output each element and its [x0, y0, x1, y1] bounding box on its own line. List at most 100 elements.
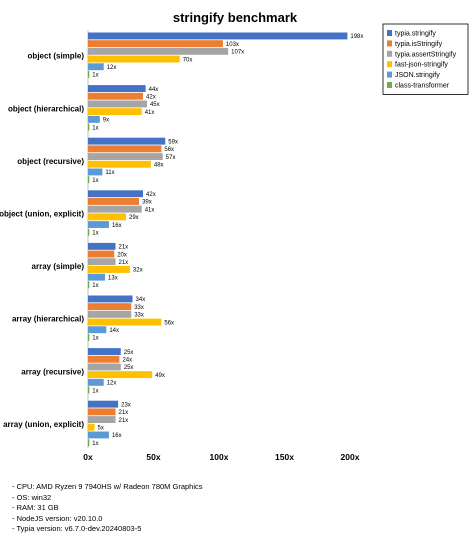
- bar-fast-json-stringify-object-simple: [88, 55, 180, 63]
- data-label: 42x: [146, 95, 156, 101]
- legend-label-class-transformer: class-transformer: [395, 83, 450, 90]
- legend-swatch-json-stringify: [387, 71, 392, 78]
- bar-typia-stringify-array-simple: [88, 242, 116, 250]
- x-tick-label: 100x: [210, 452, 229, 462]
- legend-label-typia-assertstringify: typia.assertStringify: [395, 51, 457, 58]
- x-tick-label: 200x: [341, 452, 360, 462]
- data-label: 1x: [92, 441, 98, 447]
- axis: 0x 50x 100x 150x 200x object (simple) object (…: [0, 30, 360, 462]
- bar-typia-isstringify-object-simple: [88, 40, 223, 48]
- bar-json-stringify-array-hierarchical: [88, 326, 107, 334]
- bar-fast-json-stringify-array-simple: [88, 266, 130, 273]
- bar-typia-assertstringify-array-union-explicit: [88, 416, 116, 423]
- bar-class-transformer-object-recursive: [88, 176, 90, 184]
- bar-class-transformer-array-recursive: [88, 386, 90, 394]
- bar-fast-json-stringify-object-recursive: [88, 160, 151, 168]
- bar-typia-assertstringify-object-simple: [88, 47, 229, 55]
- legend-label-typia-isstringify: typia.isStringify: [395, 41, 443, 48]
- bar-typia-isstringify-array-simple: [88, 250, 115, 258]
- bar-typia-stringify-array-hierarchical: [88, 295, 133, 303]
- category-label-object-simple: object (simple): [28, 52, 85, 61]
- data-label: 34x: [136, 297, 146, 303]
- bar-json-stringify-object-hierarchical: [88, 115, 100, 123]
- legend-box: [382, 23, 469, 95]
- data-label: 39x: [142, 200, 152, 206]
- bar-typia-isstringify-object-union-explicit: [88, 198, 140, 205]
- footer-node-version: - NodeJS version: v20.10.0: [12, 513, 103, 523]
- footer-typia-version: - Typia version: v6.7.0-dev.20240803-5: [12, 524, 142, 534]
- data-label: 59x: [168, 139, 178, 145]
- data-label: 25x: [124, 365, 134, 371]
- data-label: 11x: [105, 170, 114, 176]
- category-label-object-union-explicit: object (union, explicit): [0, 210, 84, 219]
- bar-json-stringify-array-recursive: [88, 378, 104, 386]
- data-label: 24x: [122, 358, 132, 364]
- bar-typia-stringify-object-hierarchical: [88, 85, 146, 92]
- legend-swatch-fast-json-stringify: [387, 61, 392, 68]
- data-label: 49x: [155, 373, 165, 379]
- legend-swatch-class-transformer: [387, 82, 392, 88]
- bar-typia-stringify-array-union-explicit: [88, 400, 119, 408]
- data-label: 29x: [129, 215, 139, 221]
- bar-typia-assertstringify-array-hierarchical: [88, 310, 132, 318]
- x-tick-label: 50x: [146, 452, 160, 462]
- legend: typia.stringify typia.isStringify typia.as…: [382, 23, 469, 95]
- data-label: 20x: [117, 252, 127, 258]
- bar-class-transformer-object-hierarchical: [88, 123, 90, 131]
- data-label: 33x: [134, 313, 144, 319]
- data-label: 103x: [226, 42, 239, 48]
- bar-typia-stringify-object-recursive: [88, 137, 166, 145]
- footer-ram: - RAM: 31 GB: [12, 503, 59, 513]
- data-label: 21x: [119, 410, 129, 416]
- bar-json-stringify-object-recursive: [88, 168, 103, 176]
- data-label: 41x: [145, 207, 155, 213]
- bar-typia-isstringify-array-hierarchical: [88, 303, 132, 311]
- data-label: 5x: [98, 426, 104, 432]
- data-label: 107x: [231, 50, 244, 56]
- bar-class-transformer-array-simple: [88, 281, 90, 289]
- legend-swatch-typia-isstringify: [387, 40, 392, 47]
- bar-fast-json-stringify-array-hierarchical: [88, 318, 162, 326]
- data-label: 9x: [103, 118, 109, 124]
- bar-json-stringify-object-union-explicit: [88, 221, 109, 228]
- data-label: 1x: [92, 73, 98, 79]
- bar-fast-json-stringify-object-union-explicit: [88, 213, 126, 221]
- chart-title: stringify benchmark: [173, 10, 298, 25]
- data-label: 44x: [149, 87, 159, 93]
- bar-typia-isstringify-object-hierarchical: [88, 92, 144, 100]
- data-label: 198x: [350, 34, 363, 40]
- category-label-array-recursive: array (recursive): [21, 367, 84, 376]
- bar-json-stringify-array-simple: [88, 273, 106, 281]
- bar-class-transformer-object-simple: [88, 71, 90, 78]
- bar-typia-stringify-object-simple: [88, 32, 348, 40]
- bar-fast-json-stringify-array-union-explicit: [88, 423, 95, 431]
- bar-typia-stringify-object-union-explicit: [88, 190, 144, 198]
- bar-fast-json-stringify-array-recursive: [88, 371, 153, 379]
- data-label: 23x: [121, 402, 131, 408]
- data-label: 21x: [119, 260, 129, 266]
- bar-class-transformer-object-union-explicit: [88, 228, 90, 236]
- bar-class-transformer-array-union-explicit: [88, 439, 90, 447]
- category-label-array-hierarchical: array (hierarchical): [12, 315, 84, 324]
- x-tick-label: 150x: [275, 452, 294, 462]
- data-label: 57x: [166, 155, 176, 161]
- data-label: 1x: [92, 283, 98, 289]
- data-label: 25x: [124, 350, 134, 356]
- data-label: 1x: [92, 125, 98, 131]
- legend-swatch-typia-stringify: [387, 30, 392, 36]
- data-label: 56x: [164, 147, 174, 153]
- category-label-object-hierarchical: object (hierarchical): [8, 104, 84, 113]
- data-label: 16x: [112, 223, 122, 229]
- data-label: 41x: [145, 110, 155, 116]
- bar-typia-isstringify-array-union-explicit: [88, 408, 116, 416]
- data-label: 56x: [164, 320, 174, 326]
- data-label: 48x: [154, 163, 164, 169]
- bar-typia-assertstringify-object-hierarchical: [88, 100, 147, 108]
- data-label: 14x: [109, 328, 119, 334]
- data-label: 1x: [92, 336, 98, 342]
- bar-json-stringify-object-simple: [88, 63, 104, 71]
- bar-typia-assertstringify-array-simple: [88, 258, 116, 266]
- data-label: 33x: [134, 305, 144, 311]
- bar-typia-isstringify-object-recursive: [88, 145, 162, 153]
